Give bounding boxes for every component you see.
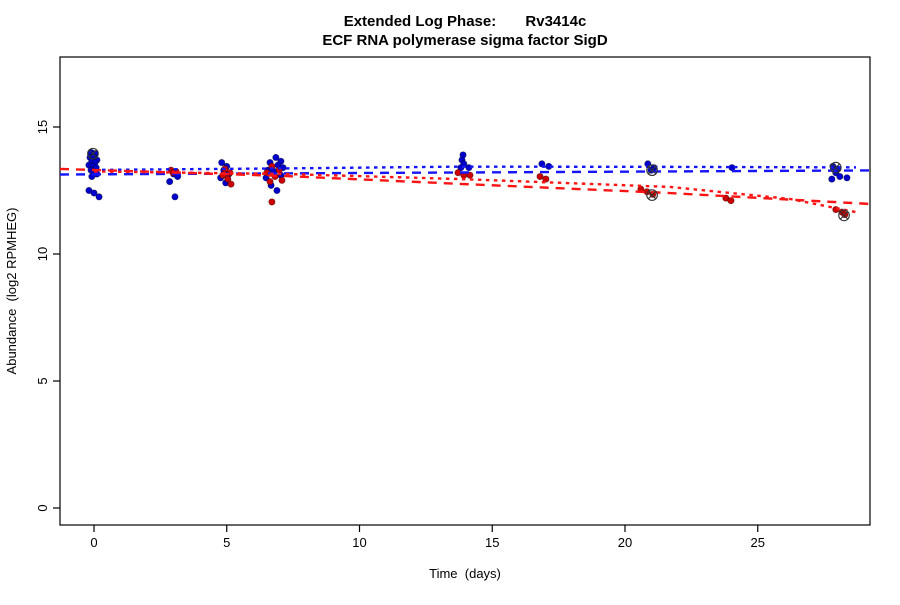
y-tick-label: 10 <box>35 247 50 261</box>
x-tick-label: 5 <box>223 535 230 550</box>
y-tick-label: 5 <box>35 377 50 384</box>
flagged-data-point <box>87 147 99 160</box>
condition-1-data-point <box>273 186 281 195</box>
data-series <box>59 147 870 222</box>
flagged-point-cross <box>839 211 849 220</box>
condition-2-data-point <box>727 197 735 205</box>
series-condition-2-fit-dotted <box>93 170 857 214</box>
plot-subtitle: ECF RNA polymerase sigma factor SigD <box>322 32 608 49</box>
trend-line-condition-2-fit-dashed <box>59 167 870 206</box>
flagged-point-cross <box>647 190 657 200</box>
plot-box <box>59 56 871 526</box>
flagged-point-cross <box>647 166 657 175</box>
y-axis-label: Abundance (log2 RPMHEG) <box>4 208 19 375</box>
condition-2-data-point <box>266 178 274 186</box>
axes: 0 5 10 15 20 25 0 5 10 15 <box>35 120 765 550</box>
condition-2-data-point <box>224 175 232 183</box>
series-condition-1-points <box>85 148 851 201</box>
x-tick-label: 25 <box>751 535 765 550</box>
series-flagged-points <box>87 147 850 222</box>
titles: Extended Log Phase: Rv3414c ECF RNA poly… <box>322 13 608 49</box>
y-tick-label: 15 <box>35 120 50 134</box>
condition-2-data-point <box>536 172 544 181</box>
condition-1-data-point <box>828 175 836 183</box>
condition-1-data-point <box>538 160 546 168</box>
condition-1-data-point <box>90 189 98 197</box>
flagged-data-point <box>838 209 850 222</box>
series-condition-2-points <box>167 162 849 219</box>
condition-1-data-point <box>836 172 844 181</box>
series-condition-1-fit-dotted <box>93 165 856 172</box>
x-tick-label: 10 <box>352 535 366 550</box>
x-axis-label: Time (days) <box>429 566 501 581</box>
condition-1-data-point <box>171 193 179 201</box>
plot-title: Extended Log Phase: Rv3414c <box>344 13 587 30</box>
condition-1-data-point <box>166 178 174 186</box>
flagged-data-point <box>829 161 842 174</box>
x-tick-label: 0 <box>90 535 97 550</box>
x-tick-label: 20 <box>618 535 632 550</box>
flagged-point-cross <box>831 163 840 172</box>
condition-1-data-point <box>843 174 851 182</box>
trend-line-condition-2-fit-dotted <box>93 170 857 214</box>
trend-line-condition-1-fit-dotted <box>93 165 856 172</box>
condition-2-data-point <box>542 175 550 183</box>
x-tick-label: 15 <box>485 535 499 550</box>
series-condition-2-fit-dashed <box>59 167 870 206</box>
condition-2-data-point <box>227 180 235 188</box>
flagged-data-point <box>646 164 658 177</box>
condition-2-data-point <box>278 176 286 184</box>
condition-1-data-point <box>272 153 280 162</box>
y-tick-label: 0 <box>35 504 50 511</box>
condition-1-data-point <box>95 193 103 201</box>
condition-1-data-point <box>218 159 226 167</box>
condition-2-data-point <box>268 198 276 206</box>
flagged-data-point <box>646 189 658 201</box>
flagged-point-cross <box>88 149 98 158</box>
